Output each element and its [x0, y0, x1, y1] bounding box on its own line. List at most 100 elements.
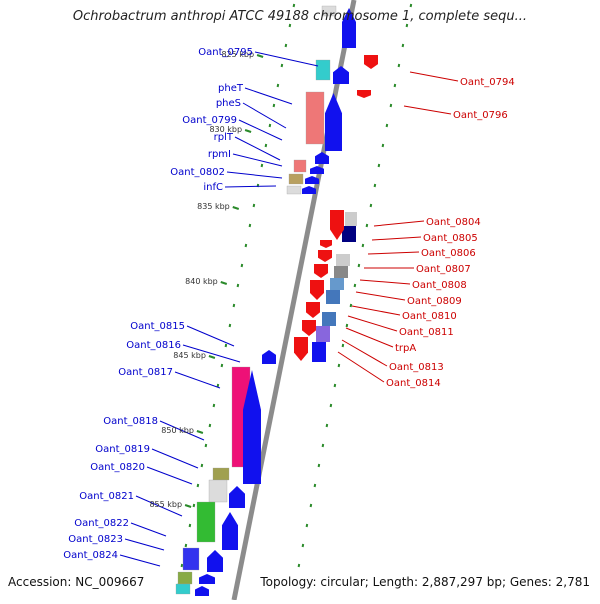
inner-track-dots	[276, 83, 280, 88]
gene-label[interactable]: rpmI	[208, 149, 231, 160]
gene-label[interactable]: Oant_0806	[421, 248, 476, 259]
forward-gene-arrow[interactable]	[333, 66, 349, 84]
reverse-gene-arrow[interactable]	[318, 250, 332, 262]
gene-block[interactable]	[330, 278, 344, 290]
inner-track-dots	[188, 523, 192, 528]
gene-label[interactable]: Oant_0813	[389, 362, 444, 373]
inner-track-dots	[260, 163, 264, 168]
gene-block[interactable]	[288, 173, 304, 185]
reverse-gene-arrow[interactable]	[294, 337, 308, 361]
gene-label[interactable]: trpA	[395, 343, 416, 354]
forward-gene-arrow[interactable]	[315, 152, 329, 164]
reverse-gene-arrow[interactable]	[320, 240, 332, 248]
gene-block[interactable]	[182, 547, 200, 571]
gene-label[interactable]: Oant_0809	[407, 296, 462, 307]
gene-block[interactable]	[196, 501, 216, 543]
outer-track-dots	[369, 203, 373, 208]
gene-label[interactable]: Oant_0799	[182, 115, 237, 126]
forward-gene-arrow[interactable]	[195, 586, 209, 596]
gene-block[interactable]	[321, 5, 337, 17]
gene-block[interactable]	[286, 185, 302, 195]
outer-track-dots	[341, 343, 345, 348]
gene-label[interactable]: Oant_0824	[63, 550, 118, 561]
gene-block[interactable]	[316, 326, 330, 342]
reverse-gene-arrow[interactable]	[330, 210, 344, 240]
gene-block[interactable]	[305, 91, 325, 145]
gene-block[interactable]	[326, 290, 340, 304]
forward-gene-arrow[interactable]	[243, 370, 261, 484]
gene-block[interactable]	[342, 226, 356, 242]
inner-track-dots	[236, 283, 240, 288]
forward-gene-arrow[interactable]	[325, 93, 342, 151]
gene-leader-line	[159, 420, 205, 441]
gene-label[interactable]: Oant_0794	[460, 77, 515, 88]
scale-label: 840 kbp	[185, 277, 218, 286]
gene-block[interactable]	[212, 467, 230, 481]
gene-label[interactable]: Oant_0802	[170, 167, 225, 178]
gene-label[interactable]: Oant_0821	[79, 491, 134, 502]
gene-leader-line	[124, 538, 165, 551]
reverse-gene-arrow[interactable]	[302, 320, 316, 336]
inner-track-dots	[212, 403, 216, 408]
gene-label[interactable]: Oant_0817	[118, 367, 173, 378]
gene-label[interactable]: pheT	[218, 83, 244, 94]
reverse-gene-arrow[interactable]	[364, 55, 378, 69]
forward-gene-arrow[interactable]	[222, 512, 238, 550]
gene-label[interactable]: Oant_0796	[453, 110, 508, 121]
inner-track-dots	[200, 463, 204, 468]
gene-label[interactable]: Oant_0804	[426, 217, 481, 228]
forward-gene-arrow[interactable]	[342, 8, 356, 48]
gene-block[interactable]	[336, 254, 350, 266]
forward-gene-arrow[interactable]	[199, 574, 215, 584]
gene-label[interactable]: Oant_0805	[423, 233, 478, 244]
forward-gene-arrow[interactable]	[262, 350, 276, 364]
gene-label[interactable]: Oant_0820	[90, 462, 145, 473]
forward-gene-arrow[interactable]	[302, 186, 316, 194]
gene-label[interactable]: Oant_0814	[386, 378, 441, 389]
gene-label[interactable]: Oant_0810	[402, 311, 457, 322]
gene-block[interactable]	[208, 479, 228, 503]
gene-block[interactable]	[312, 342, 326, 362]
outer-track-dots	[321, 443, 325, 448]
reverse-gene-arrow[interactable]	[357, 90, 371, 98]
gene-block[interactable]	[322, 312, 336, 326]
gene-label[interactable]: Oant_0819	[95, 444, 150, 455]
gene-label[interactable]: Oant_0815	[130, 321, 185, 332]
gene-block[interactable]	[177, 571, 193, 585]
inner-track-dots	[292, 3, 296, 8]
gene-label[interactable]: Oant_0822	[74, 518, 129, 529]
sequence-title: Ochrobactrum anthropi ATCC 49188 chromos…	[72, 9, 528, 24]
outer-track-dots	[353, 283, 357, 288]
gene-label[interactable]: rplT	[214, 132, 234, 143]
scale-tick	[220, 281, 228, 285]
outer-track-dots	[409, 3, 413, 8]
gene-block[interactable]	[293, 159, 307, 173]
gene-label[interactable]: Oant_0816	[126, 340, 181, 351]
gene-label[interactable]: Oant_0808	[412, 280, 467, 291]
reverse-gene-arrow[interactable]	[310, 280, 324, 300]
forward-gene-arrow[interactable]	[207, 550, 223, 572]
gene-label[interactable]: Oant_0823	[68, 534, 123, 545]
gene-block[interactable]	[345, 212, 357, 226]
gene-label[interactable]: Oant_0818	[103, 416, 158, 427]
reverse-gene-arrow[interactable]	[306, 302, 320, 318]
gene-leader-line	[186, 325, 235, 347]
reverse-gene-arrow[interactable]	[314, 264, 328, 278]
inner-track-dots	[216, 383, 220, 388]
gene-block[interactable]	[175, 583, 191, 595]
gene-leader-line	[232, 153, 283, 167]
gene-label[interactable]: Oant_0811	[399, 327, 454, 338]
scale-label: 835 kbp	[197, 202, 230, 211]
outer-track-dots	[381, 143, 385, 148]
gene-label[interactable]: pheS	[216, 98, 241, 109]
forward-gene-arrow[interactable]	[229, 486, 245, 508]
gene-label[interactable]: infC	[203, 182, 223, 193]
forward-gene-arrow[interactable]	[310, 166, 324, 174]
gene-label[interactable]: Oant_0795	[198, 47, 253, 58]
gene-block[interactable]	[315, 59, 331, 81]
gene-block[interactable]	[334, 266, 348, 278]
forward-gene-arrow[interactable]	[305, 176, 319, 184]
gene-label[interactable]: Oant_0807	[416, 264, 471, 275]
